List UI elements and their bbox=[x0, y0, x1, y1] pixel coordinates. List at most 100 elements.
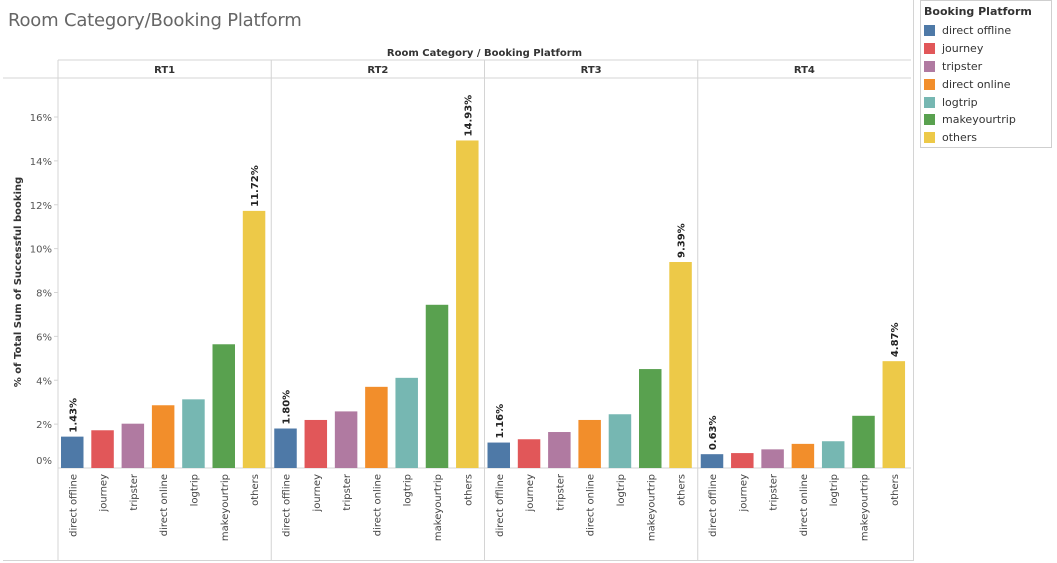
bar-RT3-makeyourtrip bbox=[639, 369, 662, 468]
y-tick-label: 4% bbox=[36, 376, 52, 387]
y-tick-label: 16% bbox=[30, 113, 52, 124]
legend-item-logtrip[interactable]: logtrip bbox=[924, 93, 1051, 111]
data-label-RT2-others: 14.93% bbox=[463, 95, 474, 137]
panel-header-RT4: RT4 bbox=[794, 65, 815, 76]
y-tick-label: 12% bbox=[30, 201, 52, 212]
x-tick-label-RT2-makeyourtrip: makeyourtrip bbox=[433, 474, 444, 541]
legend-item-others[interactable]: others bbox=[924, 129, 1051, 147]
legend-label: journey bbox=[942, 42, 984, 56]
bar-RT3-journey bbox=[517, 439, 541, 468]
data-label-RT3-others: 9.39% bbox=[677, 223, 688, 258]
legend-swatch bbox=[924, 96, 935, 108]
bar-RT1-makeyourtrip bbox=[212, 344, 235, 468]
y-tick-label: 6% bbox=[36, 332, 52, 343]
x-tick-label-RT2-direct-online: direct online bbox=[372, 474, 383, 536]
x-tick-label-RT2-journey: journey bbox=[312, 474, 323, 513]
bar-RT2-direct-online bbox=[365, 386, 388, 468]
y-tick-label: 14% bbox=[30, 157, 52, 168]
legend-item-tripster[interactable]: tripster bbox=[924, 58, 1051, 76]
legend-label: makeyourtrip bbox=[942, 113, 1016, 127]
chart-frame bbox=[3, 0, 914, 561]
x-tick-label-RT2-logtrip: logtrip bbox=[403, 474, 414, 506]
header-title: Room Category / Booking Platform bbox=[387, 48, 582, 59]
bar-RT3-others bbox=[669, 262, 692, 468]
x-tick-label-RT4-makeyourtrip: makeyourtrip bbox=[860, 474, 871, 541]
x-tick-label-RT4-tripster: tripster bbox=[769, 473, 780, 510]
x-tick-label-RT1-direct-offline: direct offline bbox=[68, 474, 79, 537]
bar-RT4-tripster bbox=[761, 449, 784, 468]
x-tick-label-RT3-logtrip: logtrip bbox=[616, 474, 627, 506]
x-tick-label-RT1-others: others bbox=[250, 474, 261, 506]
data-label-RT3-direct-offline: 1.16% bbox=[495, 404, 506, 439]
legend-swatch bbox=[924, 78, 935, 90]
bar-RT1-direct-offline bbox=[61, 436, 84, 468]
x-tick-label-RT2-tripster: tripster bbox=[342, 473, 353, 510]
x-tick-label-RT2-others: others bbox=[463, 474, 474, 506]
bar-RT2-direct-offline bbox=[274, 428, 297, 468]
x-tick-label-RT4-direct-online: direct online bbox=[799, 474, 810, 536]
legend[interactable]: Booking Platform direct offline journey tr… bbox=[920, 0, 1052, 148]
x-tick-label-RT3-makeyourtrip: makeyourtrip bbox=[646, 474, 657, 541]
legend-label: direct offline bbox=[942, 24, 1012, 38]
bar-RT3-logtrip bbox=[608, 414, 632, 468]
bar-RT2-journey bbox=[304, 419, 328, 468]
data-label-RT4-direct-offline: 0.63% bbox=[708, 415, 719, 450]
data-label-RT2-direct-offline: 1.80% bbox=[282, 390, 293, 425]
legend-label: tripster bbox=[942, 59, 983, 73]
legend-label: logtrip bbox=[942, 95, 978, 109]
legend-items: direct offline journey tripster direct onli… bbox=[924, 22, 1051, 147]
x-tick-label-RT3-others: others bbox=[677, 474, 688, 506]
legend-item-direct-offline[interactable]: direct offline bbox=[924, 22, 1051, 40]
bar-RT2-logtrip bbox=[395, 377, 418, 468]
bar-RT4-others bbox=[882, 361, 906, 468]
x-tick-label-RT4-journey: journey bbox=[738, 474, 749, 513]
x-tick-label-RT1-logtrip: logtrip bbox=[189, 474, 200, 506]
bar-RT3-tripster bbox=[548, 432, 571, 468]
dashboard-title: Room Category/Booking Platform bbox=[8, 10, 302, 31]
legend-title: Booking Platform bbox=[924, 5, 1032, 18]
y-tick-label: 8% bbox=[36, 289, 52, 300]
y-tick-label: 10% bbox=[30, 245, 52, 256]
legend-swatch bbox=[924, 114, 935, 126]
bar-RT4-logtrip bbox=[821, 441, 845, 468]
bar-RT1-direct-online bbox=[151, 405, 175, 468]
bar-RT1-others bbox=[242, 210, 266, 468]
x-tick-label-RT1-tripster: tripster bbox=[129, 473, 140, 510]
x-tick-label-RT4-logtrip: logtrip bbox=[829, 474, 840, 506]
data-label-RT4-others: 4.87% bbox=[890, 322, 901, 357]
bar-RT4-direct-online bbox=[791, 443, 815, 468]
x-tick-label-RT1-journey: journey bbox=[99, 474, 110, 513]
bar-RT1-journey bbox=[91, 430, 114, 468]
x-tick-label-RT1-direct-online: direct online bbox=[159, 474, 170, 536]
legend-label: others bbox=[942, 131, 978, 145]
x-tick-label-RT4-others: others bbox=[890, 474, 901, 506]
y-tick-label: 0% bbox=[36, 456, 52, 467]
bar-RT4-makeyourtrip bbox=[852, 415, 875, 468]
x-tick-label-RT1-makeyourtrip: makeyourtrip bbox=[220, 474, 231, 541]
panel-header-RT1: RT1 bbox=[154, 65, 175, 76]
data-label-RT1-others: 11.72% bbox=[250, 165, 261, 207]
y-axis-label: % of Total Sum of Successful booking bbox=[13, 177, 24, 387]
panel-header-RT3: RT3 bbox=[581, 65, 602, 76]
legend-swatch bbox=[924, 132, 935, 144]
x-tick-label-RT4-direct-offline: direct offline bbox=[708, 474, 719, 537]
legend-swatch bbox=[924, 25, 935, 37]
legend-item-journey[interactable]: journey bbox=[924, 40, 1051, 58]
bar-RT4-direct-offline bbox=[700, 454, 724, 468]
bar-RT3-direct-online bbox=[578, 419, 601, 468]
x-tick-label-RT2-direct-offline: direct offline bbox=[282, 474, 293, 537]
legend-item-makeyourtrip[interactable]: makeyourtrip bbox=[924, 111, 1051, 129]
panel-header-RT2: RT2 bbox=[367, 65, 388, 76]
y-tick-label: 2% bbox=[36, 420, 52, 431]
bar-RT2-tripster bbox=[334, 411, 358, 468]
bar-RT2-makeyourtrip bbox=[425, 304, 449, 468]
bar-RT2-others bbox=[456, 140, 479, 468]
data-label-RT1-direct-offline: 1.43% bbox=[68, 398, 79, 433]
legend-item-direct-online[interactable]: direct online bbox=[924, 75, 1051, 93]
x-tick-label-RT3-direct-online: direct online bbox=[586, 474, 597, 536]
x-tick-label-RT3-journey: journey bbox=[525, 474, 536, 513]
x-tick-label-RT3-direct-offline: direct offline bbox=[495, 474, 506, 537]
legend-label: direct online bbox=[942, 77, 1011, 91]
legend-swatch bbox=[924, 60, 935, 72]
bar-chart: Room Category / Booking Platform % of Tot… bbox=[3, 48, 911, 560]
